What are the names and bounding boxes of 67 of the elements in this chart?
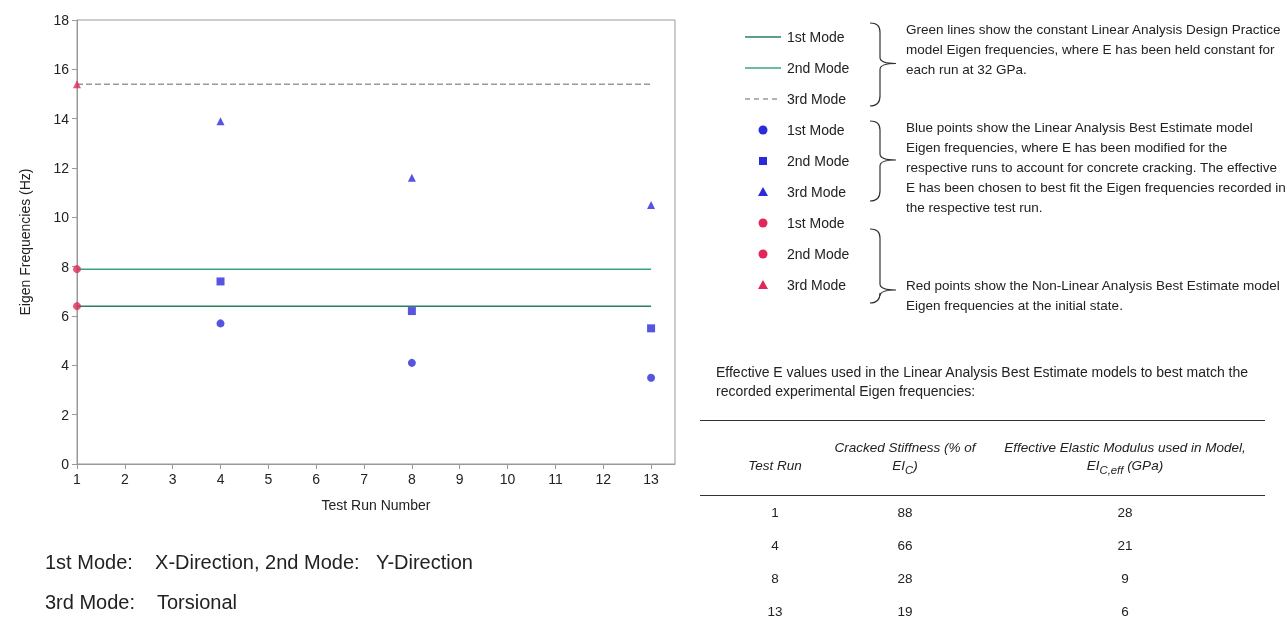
point xyxy=(73,80,81,89)
text: Blue points show the Linear Analysis Best Estimate model Eigen frequencies, where E has been modified for the respective runs to account for concrete cracking. The effective E has been chosen to best fit the Eigen frequencies recorded in the respective test run. xyxy=(906,119,1286,217)
y-tick-label: 16 xyxy=(53,61,70,78)
x-tick-label: 10 xyxy=(499,471,516,487)
x-tick-label: 4 xyxy=(216,471,225,487)
y-tick-label: 0 xyxy=(61,456,70,472)
legend-label: 1st Mode xyxy=(787,122,845,138)
point xyxy=(647,201,656,209)
point xyxy=(407,358,416,367)
text: Effective E values used in the Linear Analysis Best Estimate models to best match the recorded experimental Eigen frequencies: xyxy=(716,363,1250,401)
text: 9 xyxy=(1120,571,1130,586)
text: 3rd Mode: Torsional xyxy=(45,591,237,614)
y-tick-label: 2 xyxy=(61,406,70,423)
text: 1 xyxy=(770,505,780,520)
text: Cracked Stiffness (% of EI$_{C}$) xyxy=(833,439,978,478)
text: 1st Mode: X-Direction, 2nd Mode: Y-Direction xyxy=(45,551,473,574)
text: Green lines show the constant Linear Analysis Design Practice model Eigen frequencies, where E has been held constant for each run at 32 GPa. xyxy=(906,21,1282,79)
x-tick-label: 13 xyxy=(643,471,660,487)
legend-label: 2nd Mode xyxy=(787,246,850,262)
text: 66 xyxy=(896,538,914,553)
x-axis-title: Test Run Number xyxy=(321,497,431,513)
point xyxy=(216,277,225,286)
text: 28 xyxy=(896,571,914,586)
point xyxy=(73,265,81,274)
text: 19 xyxy=(896,604,914,619)
point xyxy=(216,319,225,328)
legend-label: 1st Mode xyxy=(787,29,845,45)
legend-label: 2nd Mode xyxy=(787,60,850,76)
point xyxy=(216,117,225,126)
legend-label: 3rd Mode xyxy=(787,277,847,293)
text: Test Run xyxy=(747,457,803,475)
text: 88 xyxy=(896,505,914,520)
y-tick-label: 18 xyxy=(53,12,70,28)
x-tick-label: 7 xyxy=(360,471,369,487)
text: 6 xyxy=(1120,604,1130,619)
legend-label: 1st Mode xyxy=(787,215,845,231)
point xyxy=(407,307,416,316)
point xyxy=(647,324,656,333)
text: Effective Elastic Modulus used in Model, EI$_{C,eff}$ (GPa) xyxy=(1003,439,1247,478)
y-axis-title: Eigen Frequencies (Hz) xyxy=(17,168,33,316)
y-tick-label: 8 xyxy=(61,258,70,275)
y-tick-label: 10 xyxy=(53,209,70,226)
x-tick-label: 5 xyxy=(264,471,273,487)
legend-label: 3rd Mode xyxy=(787,91,847,107)
y-tick-label: 14 xyxy=(53,110,70,127)
text: 28 xyxy=(1116,505,1134,520)
point xyxy=(73,302,81,311)
legend-label: 2nd Mode xyxy=(787,153,850,169)
x-tick-label: 9 xyxy=(455,471,464,487)
text: 4 xyxy=(770,538,780,553)
x-tick-label: 8 xyxy=(407,471,416,487)
text: Red points show the Non-Linear Analysis Best Estimate model Eigen frequencies at the initial state. xyxy=(906,277,1281,315)
x-tick-label: 1 xyxy=(73,471,82,487)
text: 21 xyxy=(1116,538,1134,553)
y-tick-label: 4 xyxy=(61,357,70,374)
text: 13 xyxy=(766,604,784,619)
x-tick-label: 12 xyxy=(595,471,612,487)
legend-label: 3rd Mode xyxy=(787,184,847,200)
x-tick-label: 3 xyxy=(168,471,177,487)
x-tick-label: 6 xyxy=(312,471,321,487)
x-tick-label: 2 xyxy=(120,471,129,487)
x-tick-label: 11 xyxy=(548,471,563,487)
text: 8 xyxy=(770,571,780,586)
point xyxy=(407,173,416,182)
point xyxy=(647,373,656,382)
y-tick-label: 6 xyxy=(61,308,70,324)
y-tick-label: 12 xyxy=(53,160,70,176)
